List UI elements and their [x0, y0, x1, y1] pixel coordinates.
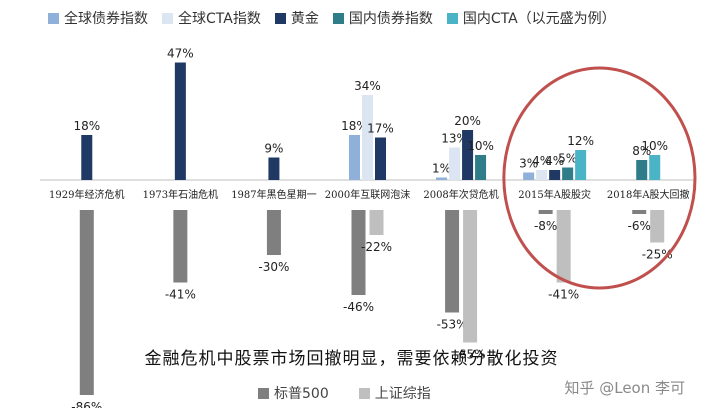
bar-2008-pos-3 [475, 155, 487, 180]
data-label: -22% [361, 240, 392, 254]
data-label: -30% [258, 260, 289, 274]
data-label: 3% [519, 157, 538, 171]
data-label: 17% [367, 122, 394, 136]
legend-item-domestic-bond: 国内债券指数 [332, 8, 433, 28]
tick-label: 1987年黑色星期一 [231, 188, 316, 201]
legend-item-global-bond: 全球债券指数 [48, 8, 148, 28]
tick-label: 1929年经济危机 [49, 188, 124, 201]
bar-2000-pos-1 [362, 95, 373, 180]
data-label: 4% [532, 154, 551, 168]
bar-2015-a-pos-3 [562, 167, 574, 180]
tick-label: 2018年A股大回撤 [607, 188, 690, 201]
bar-2008-pos-2 [462, 130, 474, 180]
legend-swatch [162, 12, 173, 24]
data-label: -41% [548, 288, 579, 302]
bar-2015-a-pos-4 [575, 150, 587, 180]
legend-item-gold: 黄金 [274, 8, 319, 28]
bar-2018-a-neg-0 [632, 210, 647, 214]
highlight-circle [502, 66, 697, 290]
data-label: 10% [641, 139, 668, 153]
data-label: 47% [167, 47, 194, 61]
legend-swatch [358, 387, 370, 399]
data-label: 18% [73, 119, 100, 133]
bar-2018-a-pos-0 [636, 160, 648, 180]
legend-swatch [332, 12, 344, 24]
data-label: 5% [558, 152, 577, 166]
data-label: -65% [455, 348, 486, 362]
bar-2000-pos-2 [375, 137, 386, 180]
bar-2008-neg-1 [463, 210, 478, 343]
watermark: 知乎 @Leon 李可 [564, 379, 685, 397]
legend-label: 全球债券指数 [64, 11, 148, 27]
bar-1973-pos-0 [174, 62, 186, 180]
legend-swatch [446, 12, 458, 24]
tick-label: 2008年次贷危机 [423, 188, 498, 201]
data-label: -8% [534, 219, 557, 233]
bar-1929-neg-0 [79, 210, 94, 395]
legend-label: 全球CTA指数 [178, 11, 261, 27]
legend-item-sp500: 标普500 [258, 383, 329, 403]
data-label: 34% [354, 79, 381, 93]
legend-bottom: 标普500 上证综指 [258, 383, 431, 403]
data-label: 4% [545, 154, 564, 168]
data-label: 9% [264, 142, 283, 156]
legend-label: 黄金 [290, 11, 319, 27]
bar-2015-a-neg-1 [556, 210, 571, 283]
bar-2008-neg-0 [445, 210, 460, 313]
legend-top: 全球债券指数 全球CTA指数 黄金 国内债券指数 国内CTA（以元盛为例） [48, 8, 616, 28]
bar-2008-pos-0 [436, 177, 448, 180]
bar-2015-a-neg-0 [538, 210, 553, 214]
data-label: -41% [165, 288, 196, 302]
bar-2000-neg-0 [351, 210, 366, 295]
legend-label: 标普500 [274, 386, 329, 402]
chart-caption: 金融危机中股票市场回撤明显，需要依赖分散化投资 [144, 349, 559, 369]
tick-label: 2000年互联网泡沫 [325, 188, 410, 201]
bar-2000-neg-1 [369, 210, 384, 235]
bar-2015-a-pos-2 [549, 170, 561, 180]
legend-swatch [258, 387, 269, 399]
tick-label: 1973年石油危机 [143, 188, 218, 201]
data-label: 12% [567, 134, 594, 148]
data-label: 20% [454, 114, 481, 128]
legend-label: 上证综指 [374, 386, 431, 402]
legend-item-global-cta: 全球CTA指数 [162, 8, 261, 28]
data-label: -53% [437, 318, 468, 332]
bar-2000-pos-0 [349, 135, 360, 180]
bar-2008-pos-1 [449, 147, 461, 180]
data-label: -6% [628, 219, 651, 233]
data-label: 10% [467, 139, 494, 153]
legend-swatch [48, 12, 59, 24]
data-label: -46% [343, 300, 374, 314]
bar-1987-pos-0 [268, 157, 280, 180]
bar-1973-neg-0 [173, 210, 188, 283]
data-label: 1% [432, 162, 451, 176]
bar-2018-a-pos-1 [649, 155, 661, 180]
data-label: 13% [441, 132, 468, 146]
bar-2015-a-pos-1 [536, 170, 548, 180]
legend-label: 国内CTA（以元盛为例） [462, 11, 616, 27]
tick-label: 2015年A股股灾 [518, 188, 591, 201]
data-label: -86% [71, 400, 102, 408]
data-label: 18% [341, 119, 368, 133]
bar-1929-pos-0 [81, 135, 93, 180]
bar-2018-a-neg-1 [650, 210, 665, 243]
legend-swatch [274, 12, 286, 24]
data-label: 8% [632, 144, 651, 158]
bar-1987-neg-0 [266, 210, 281, 255]
legend-label: 国内债券指数 [348, 11, 433, 27]
bar-2015-a-pos-0 [523, 172, 535, 180]
legend-item-shanghai: 上证综指 [358, 383, 431, 403]
legend-item-domestic-cta: 国内CTA（以元盛为例） [446, 8, 616, 28]
